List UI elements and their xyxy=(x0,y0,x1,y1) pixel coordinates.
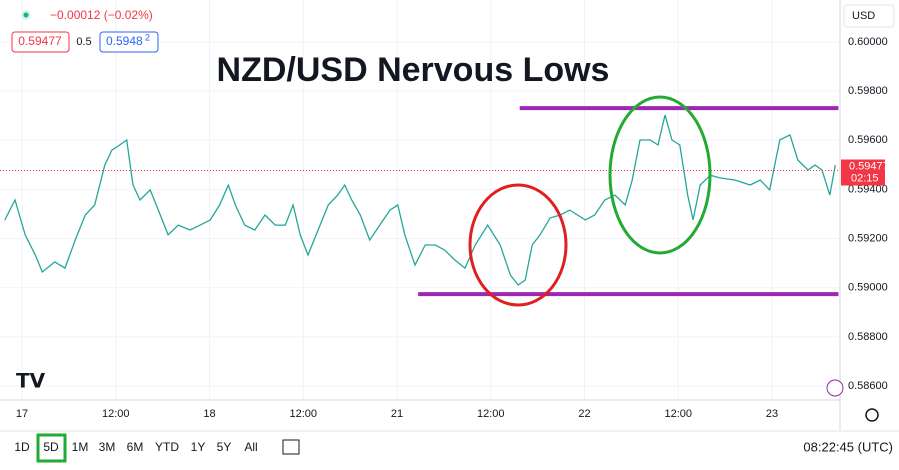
buy-price: 0.5948 xyxy=(106,34,143,48)
range-button[interactable]: 6M xyxy=(127,440,144,454)
highlight-ellipse xyxy=(468,183,568,307)
countdown: 02:15 xyxy=(851,172,879,184)
range-button[interactable]: YTD xyxy=(155,440,179,454)
y-tick-label: 0.58600 xyxy=(848,380,888,392)
buy-pip: 2 xyxy=(145,32,150,42)
y-tick-label: 0.59400 xyxy=(848,183,888,195)
y-tick-label: 0.59600 xyxy=(848,134,888,146)
x-tick-label: 21 xyxy=(391,408,403,420)
settings-icon[interactable] xyxy=(865,408,879,422)
grid xyxy=(0,0,840,400)
y-tick-label: 0.59200 xyxy=(848,232,888,244)
range-button[interactable]: 1Y xyxy=(191,440,206,454)
x-tick-label: 12:00 xyxy=(665,408,693,420)
sell-price: 0.59477 xyxy=(18,34,62,48)
price-change: −0.00012 (−0.02%) xyxy=(50,8,153,22)
range-button[interactable]: 1M xyxy=(72,440,89,454)
highlight-ellipse xyxy=(608,95,712,255)
last-price-label: 0.59477 xyxy=(849,160,889,172)
x-tick-label: 22 xyxy=(578,408,590,420)
range-button[interactable]: 5Y xyxy=(217,440,232,454)
range-button[interactable]: 3M xyxy=(99,440,116,454)
range-bar: 1D 5D 1M 3M 6M YTD 1Y 5Y All xyxy=(14,433,258,463)
date-range-icon[interactable] xyxy=(282,439,300,455)
sell-box[interactable] xyxy=(11,31,70,53)
last-price-box xyxy=(841,159,885,186)
x-tick-label: 23 xyxy=(766,408,778,420)
range-button[interactable]: 1D xyxy=(14,440,30,454)
range-button[interactable]: 5D xyxy=(43,440,59,454)
x-tick-label: 12:00 xyxy=(290,408,318,420)
logo: 𝗧𝗩 xyxy=(16,370,46,392)
y-tick-label: 0.59800 xyxy=(848,85,888,97)
spread: 0.5 xyxy=(76,36,91,48)
status-icon xyxy=(23,12,29,18)
currency-button[interactable] xyxy=(843,4,895,28)
clock: 08:22:45 (UTC) xyxy=(803,439,893,454)
chart-title: NZD/USD Nervous Lows xyxy=(217,51,610,89)
price-line xyxy=(4,114,836,286)
alert-icon[interactable] xyxy=(826,379,844,397)
y-tick-label: 0.60000 xyxy=(848,36,888,48)
y-tick-label: 0.58800 xyxy=(848,331,888,343)
y-tick-label: 0.59000 xyxy=(848,282,888,294)
currency: USD xyxy=(852,10,875,22)
x-tick-label: 12:00 xyxy=(477,408,505,420)
range-button[interactable]: All xyxy=(244,440,257,454)
buy-box[interactable] xyxy=(99,31,159,53)
x-tick-label: 12:00 xyxy=(102,408,130,420)
active-range-box xyxy=(36,433,67,463)
x-tick-label: 18 xyxy=(203,408,215,420)
x-tick-label: 17 xyxy=(16,408,28,420)
